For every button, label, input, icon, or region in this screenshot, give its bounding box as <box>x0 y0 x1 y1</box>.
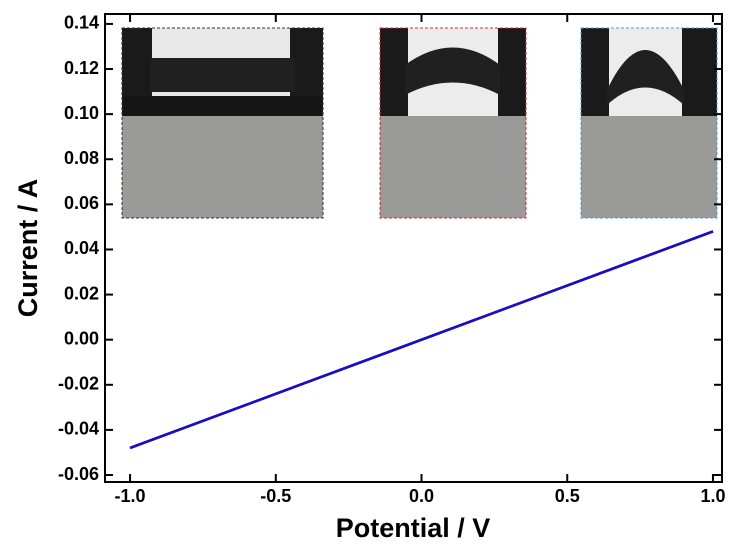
y-tick-label: 0.02 <box>64 283 99 303</box>
x-tick-label: 0.0 <box>409 486 434 506</box>
inset-photos <box>121 27 718 219</box>
y-tick-label: 0.12 <box>64 58 99 78</box>
plot-frame <box>104 13 723 483</box>
x-tick-label: -1.0 <box>115 486 146 506</box>
x-tick-label: -0.5 <box>260 486 291 506</box>
y-tick-label: 0.04 <box>64 238 99 258</box>
y-tick-label: 0.10 <box>64 103 99 123</box>
inset-photo-1 <box>121 27 324 219</box>
y-axis-label: Current / A <box>13 179 43 318</box>
x-tick-label: 0.5 <box>555 486 580 506</box>
x-tick-label: 1.0 <box>700 486 725 506</box>
y-tick-label: 0.08 <box>64 148 99 168</box>
y-tick-label: 0.06 <box>64 193 99 213</box>
data-line <box>129 230 714 450</box>
y-tick-label: -0.06 <box>58 464 99 484</box>
inset-photo-2 <box>379 27 527 219</box>
x-axis-label: Potential / V <box>336 513 491 543</box>
y-tick-label: 0.14 <box>64 13 99 33</box>
y-tick-label: -0.04 <box>58 419 99 439</box>
inset-photo-3 <box>580 27 718 219</box>
y-tick-label: 0.00 <box>64 328 99 348</box>
y-tick-label: -0.02 <box>58 374 99 394</box>
